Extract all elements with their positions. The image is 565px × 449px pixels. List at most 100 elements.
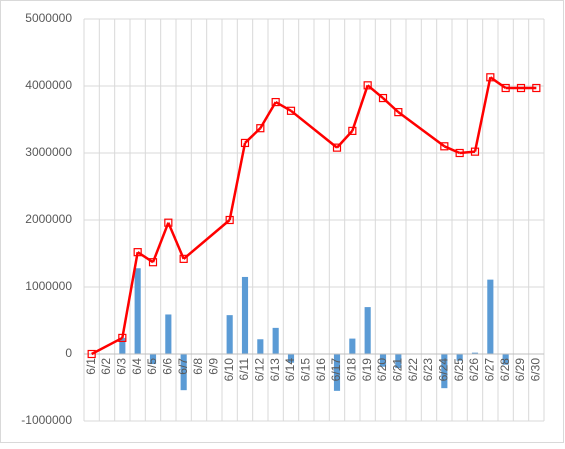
y-tick-label: 1000000 xyxy=(25,279,72,293)
line-marker xyxy=(286,106,296,115)
bar xyxy=(364,307,371,354)
line-marker xyxy=(348,126,357,135)
x-tick-label: 6/26 xyxy=(467,358,481,382)
x-tick-label: 6/9 xyxy=(207,358,221,375)
x-tick-label: 6/2 xyxy=(99,358,113,375)
line-marker xyxy=(118,333,127,343)
bar xyxy=(287,354,295,363)
x-tick-label: 6/13 xyxy=(268,358,282,382)
bar xyxy=(333,354,341,391)
bar xyxy=(241,276,249,354)
bar xyxy=(395,354,402,369)
line-segment xyxy=(443,145,461,155)
x-tick-label: 6/5 xyxy=(145,358,159,375)
line-segment xyxy=(121,251,139,339)
x-tick-label: 6/30 xyxy=(529,358,543,382)
x-tick-label: 6/25 xyxy=(452,358,466,382)
x-tick-label: 6/29 xyxy=(513,358,527,382)
y-tick-label: 0 xyxy=(65,346,72,360)
x-tick-label: 6/20 xyxy=(375,358,389,382)
bar xyxy=(134,268,141,354)
line-marker xyxy=(225,215,234,225)
x-tick-label: 6/27 xyxy=(483,358,497,382)
y-tick-label: 4000000 xyxy=(25,78,72,92)
line-segment xyxy=(473,77,492,152)
bar xyxy=(379,354,387,367)
y-tick-label: 5000000 xyxy=(25,11,72,25)
line-segment xyxy=(244,127,262,144)
bar xyxy=(272,327,279,354)
line-segment xyxy=(382,97,400,114)
line-segment xyxy=(151,222,170,263)
line-marker xyxy=(271,97,280,107)
bar xyxy=(226,315,233,354)
line-marker xyxy=(440,142,449,151)
bar xyxy=(456,354,463,361)
line-marker xyxy=(87,349,96,359)
x-tick-label: 6/22 xyxy=(406,358,420,382)
x-tick-label: 6/3 xyxy=(115,358,129,375)
line-marker xyxy=(164,218,173,227)
line-marker xyxy=(516,83,526,93)
line-marker xyxy=(256,124,265,133)
line-marker xyxy=(532,83,541,93)
bar xyxy=(502,354,509,365)
line-segment xyxy=(275,100,292,112)
x-tick-label: 6/10 xyxy=(222,358,236,382)
x-tick-label: 6/16 xyxy=(314,358,328,382)
x-tick-label: 6/24 xyxy=(437,358,451,382)
line-segment xyxy=(459,150,476,155)
y-tick-label: 3000000 xyxy=(25,145,72,159)
y-tick-label: -1000000 xyxy=(21,413,72,427)
x-tick-label: 6/15 xyxy=(299,358,313,382)
line-segment xyxy=(489,76,507,90)
x-tick-label: 6/28 xyxy=(498,358,512,382)
line-marker xyxy=(486,73,495,82)
bar xyxy=(165,314,172,354)
line-marker xyxy=(394,108,403,117)
x-tick-label: 6/17 xyxy=(329,358,343,382)
bar xyxy=(441,354,448,389)
line-segment xyxy=(397,111,446,148)
x-tick-label: 6/21 xyxy=(391,358,405,382)
x-tick-label: 6/14 xyxy=(283,358,297,382)
line-segment xyxy=(136,251,154,264)
line-marker xyxy=(240,138,250,148)
x-tick-label: 6/12 xyxy=(253,358,267,382)
line-marker xyxy=(470,147,480,156)
x-tick-label: 6/19 xyxy=(360,358,374,382)
x-tick-label: 6/6 xyxy=(161,358,175,375)
x-tick-label: 6/7 xyxy=(176,358,190,375)
line-segment xyxy=(91,336,123,356)
bar xyxy=(257,339,264,354)
x-tick-label: 6/11 xyxy=(237,358,251,381)
line-marker xyxy=(148,258,158,267)
line-segment xyxy=(351,84,369,132)
line-marker xyxy=(179,254,188,263)
line-segment xyxy=(182,219,231,260)
line-segment xyxy=(336,130,354,149)
bar xyxy=(487,279,494,354)
line-marker xyxy=(332,143,342,152)
x-tick-label: 6/18 xyxy=(345,358,359,382)
line-marker xyxy=(133,248,142,257)
line-segment xyxy=(366,84,384,100)
line-marker xyxy=(378,93,388,103)
x-tick-label: 6/4 xyxy=(130,358,144,375)
x-tick-label: 6/8 xyxy=(191,358,205,375)
x-tick-label: 6/1 xyxy=(84,358,98,375)
bar xyxy=(471,352,479,354)
line-marker xyxy=(501,83,510,93)
line-segment xyxy=(167,222,185,260)
bar xyxy=(180,354,187,391)
x-tick-label: 6/23 xyxy=(421,358,435,382)
line-segment xyxy=(290,109,338,149)
line-marker xyxy=(363,81,372,90)
line-marker xyxy=(455,148,464,158)
bar xyxy=(119,337,126,354)
bar xyxy=(349,338,356,354)
line-segment xyxy=(228,142,247,221)
